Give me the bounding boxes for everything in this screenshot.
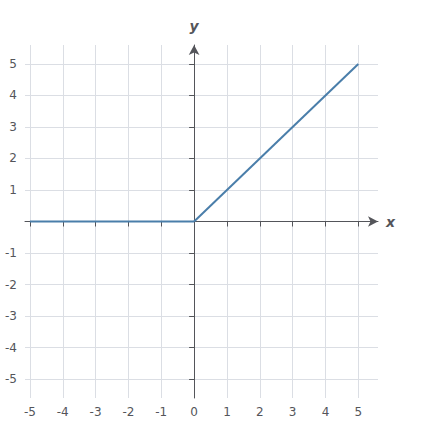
- svg-text:5: 5: [9, 57, 17, 71]
- svg-text:-4: -4: [57, 405, 69, 419]
- svg-text:-1: -1: [155, 405, 167, 419]
- svg-text:3: 3: [289, 405, 297, 419]
- svg-text:4: 4: [322, 405, 330, 419]
- svg-text:-1: -1: [5, 246, 17, 260]
- svg-text:4: 4: [9, 88, 17, 102]
- svg-text:-5: -5: [5, 372, 17, 386]
- svg-text:1: 1: [9, 183, 17, 197]
- svg-text:-3: -3: [5, 309, 17, 323]
- svg-text:-3: -3: [90, 405, 102, 419]
- svg-text:-2: -2: [5, 278, 17, 292]
- svg-text:0: 0: [190, 405, 198, 419]
- svg-text:2: 2: [9, 151, 17, 165]
- svg-text:3: 3: [9, 120, 17, 134]
- svg-text:2: 2: [256, 405, 264, 419]
- svg-text:5: 5: [354, 405, 362, 419]
- svg-text:-2: -2: [122, 405, 134, 419]
- svg-text:x: x: [385, 214, 396, 230]
- svg-text:y: y: [190, 18, 200, 34]
- svg-text:-5: -5: [24, 405, 36, 419]
- svg-text:1: 1: [223, 405, 231, 419]
- svg-text:-4: -4: [5, 341, 17, 355]
